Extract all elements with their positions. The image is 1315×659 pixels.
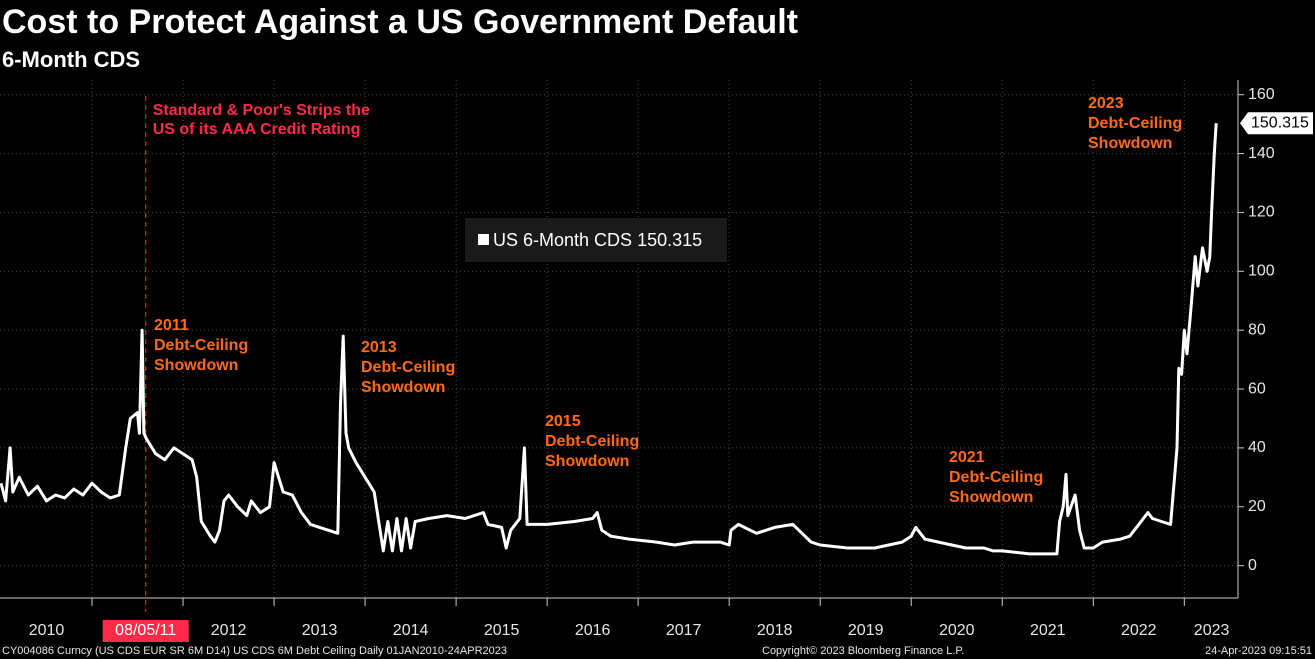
x-tick-label: 2022 — [1121, 622, 1157, 639]
x-tick-label: 2017 — [666, 622, 702, 639]
chart-subtitle: 6-Month CDS — [2, 47, 140, 72]
legend-value: 150.315 — [637, 230, 702, 250]
last-value-flag — [1240, 112, 1313, 135]
annotation: 2011 — [154, 317, 189, 334]
annotation: Debt-Ceiling — [949, 469, 1043, 486]
x-tick-label: 2015 — [484, 622, 520, 639]
x-tick-label: 2019 — [848, 622, 884, 639]
y-tick-label: 120 — [1248, 204, 1275, 221]
y-tick-label: 140 — [1248, 145, 1275, 162]
x-tick-label: 2013 — [302, 622, 338, 639]
legend-label: US 6-Month CDS 150.315 — [493, 230, 702, 250]
legend-name: US 6-Month CDS — [493, 230, 632, 250]
y-tick-label: 0 — [1248, 557, 1257, 574]
annotation: Showdown — [949, 489, 1033, 506]
y-tick-label: 100 — [1248, 263, 1275, 280]
annotation: Debt-Ceiling — [1088, 115, 1182, 132]
annotation: Showdown — [361, 379, 445, 396]
x-tick-label: 2014 — [393, 622, 429, 639]
series-line — [0, 123, 1218, 556]
footer-timestamp: 24-Apr-2023 09:15:51 — [1205, 645, 1312, 657]
legend-box — [465, 218, 727, 262]
y-tick-label: 40 — [1248, 439, 1266, 456]
legend-swatch — [478, 234, 489, 245]
x-tick-label: 2018 — [757, 622, 793, 639]
y-tick-label: 60 — [1248, 380, 1266, 397]
annotation: Debt-Ceiling — [361, 359, 455, 376]
annotation: Debt-Ceiling — [545, 433, 639, 450]
event-date-box — [102, 620, 189, 642]
annotation: Showdown — [1088, 135, 1172, 152]
event-text: Standard & Poor's Strips the — [153, 102, 370, 119]
footer-source: CY004086 Curncy (US CDS EUR SR 6M D14) U… — [2, 645, 507, 657]
annotation: 2021 — [949, 449, 985, 466]
annotation: Showdown — [545, 453, 629, 470]
y-tick-label: 160 — [1248, 86, 1275, 103]
y-tick-label: 20 — [1248, 498, 1266, 515]
y-tick-label: 80 — [1248, 321, 1266, 338]
annotation: Showdown — [154, 357, 238, 374]
annotation: 2013 — [361, 339, 397, 356]
last-value-label: 150.315 — [1251, 114, 1309, 131]
x-tick-label: 2021 — [1030, 622, 1066, 639]
annotation: Debt-Ceiling — [154, 337, 248, 354]
chart-title: Cost to Protect Against a US Government … — [2, 3, 798, 41]
annotation: 2015 — [545, 413, 581, 430]
event-date: 08/05/11 — [115, 622, 176, 639]
x-tick-label: 2016 — [575, 622, 611, 639]
footer-copyright: Copyright© 2023 Bloomberg Finance L.P. — [762, 645, 964, 657]
event-text: US of its AAA Credit Rating — [153, 121, 361, 138]
x-tick-label: 2020 — [939, 622, 975, 639]
plot-area: 0 20 40 60 80 100 120 140 160 2010 2012 2013 2014 201… — [0, 80, 1313, 642]
x-tick-label: 2010 — [29, 622, 65, 639]
annotation: 2023 — [1088, 95, 1124, 112]
x-tick-label: 2023 — [1194, 622, 1230, 639]
x-tick-label: 2012 — [211, 622, 247, 639]
